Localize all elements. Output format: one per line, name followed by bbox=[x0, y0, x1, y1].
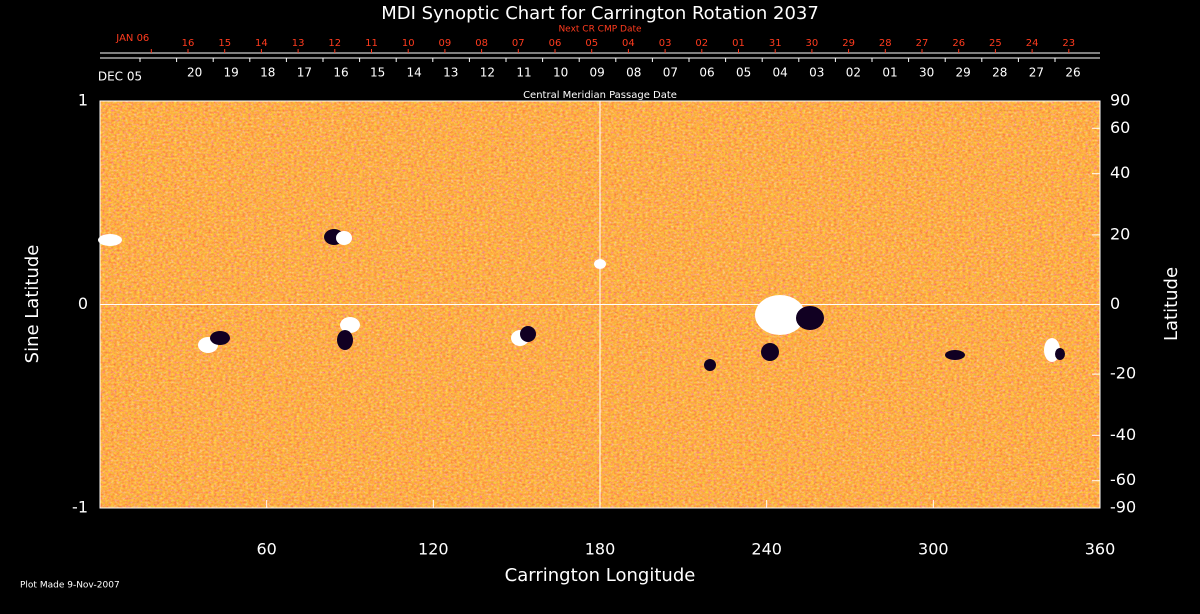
top-date-label: 26 bbox=[952, 38, 965, 49]
top-date-label: JAN 06 bbox=[115, 33, 149, 44]
date-label: 19 bbox=[224, 66, 239, 80]
date-label: 30 bbox=[919, 66, 934, 80]
y2-tick-label: -20 bbox=[1110, 364, 1136, 383]
x-tick-label: 60 bbox=[256, 540, 276, 559]
x-tick-label: 300 bbox=[918, 540, 949, 559]
date-label: 12 bbox=[480, 66, 495, 80]
date-label: 07 bbox=[663, 66, 678, 80]
top-date-label: 11 bbox=[365, 38, 378, 49]
top-date-label: 29 bbox=[842, 38, 855, 49]
y2-axis-title: Latitude bbox=[1161, 267, 1182, 341]
date-label: 11 bbox=[516, 66, 531, 80]
chart-title: MDI Synoptic Chart for Carrington Rotati… bbox=[381, 3, 819, 24]
date-axis-title: Central Meridian Passage Date bbox=[523, 90, 677, 101]
y2-tick-label: -60 bbox=[1110, 470, 1136, 489]
top-date-label: 05 bbox=[585, 38, 598, 49]
top-date-label: 08 bbox=[475, 38, 488, 49]
top-date-label: 07 bbox=[512, 38, 525, 49]
top-date-label: 15 bbox=[218, 38, 231, 49]
x-axis-title: Carrington Longitude bbox=[505, 565, 696, 586]
date-label: 18 bbox=[260, 66, 275, 80]
date-label: 16 bbox=[333, 66, 348, 80]
top-date-label: 24 bbox=[1026, 38, 1039, 49]
top-date-label: 01 bbox=[732, 38, 745, 49]
y2-tick-label: 40 bbox=[1110, 163, 1130, 182]
x-tick-label: 240 bbox=[751, 540, 782, 559]
date-label: 05 bbox=[736, 66, 751, 80]
date-label: 17 bbox=[297, 66, 312, 80]
y2-tick-label: 20 bbox=[1110, 224, 1130, 243]
date-label: 26 bbox=[1065, 66, 1080, 80]
top-date-label: 25 bbox=[989, 38, 1002, 49]
y2-tick-label: -40 bbox=[1110, 425, 1136, 444]
top-date-label: 10 bbox=[402, 38, 415, 49]
top-date-label: 27 bbox=[916, 38, 929, 49]
top-date-label: 16 bbox=[182, 38, 195, 49]
top-axis-title: Next CR CMP Date bbox=[558, 25, 642, 35]
top-date-label: 31 bbox=[769, 38, 782, 49]
y-tick-label: -1 bbox=[72, 498, 88, 517]
top-date-label: 28 bbox=[879, 38, 892, 49]
date-label: 27 bbox=[1029, 66, 1044, 80]
date-label: 04 bbox=[773, 66, 788, 80]
date-label: 29 bbox=[956, 66, 971, 80]
top-date-label: 13 bbox=[292, 38, 305, 49]
top-date-label: 04 bbox=[622, 38, 635, 49]
y2-tick-label: -90 bbox=[1110, 498, 1136, 517]
date-label: 10 bbox=[553, 66, 568, 80]
date-label: 15 bbox=[370, 66, 385, 80]
top-date-label: 14 bbox=[255, 38, 268, 49]
x-tick-label: 360 bbox=[1085, 540, 1116, 559]
y-tick-label: 1 bbox=[78, 91, 88, 110]
date-label: 02 bbox=[846, 66, 861, 80]
y2-tick-label: 90 bbox=[1110, 91, 1130, 110]
x-tick-label: 180 bbox=[585, 540, 616, 559]
top-date-label: 09 bbox=[439, 38, 452, 49]
date-label: 28 bbox=[992, 66, 1007, 80]
y-axis-title: Sine Latitude bbox=[22, 245, 43, 364]
top-date-label: 12 bbox=[328, 38, 341, 49]
date-label: 09 bbox=[590, 66, 605, 80]
date-label: 14 bbox=[407, 66, 422, 80]
y2-tick-label: 0 bbox=[1110, 294, 1120, 313]
top-date-label: 02 bbox=[695, 38, 708, 49]
y-tick-label: 0 bbox=[78, 294, 88, 313]
x-tick-label: 120 bbox=[418, 540, 449, 559]
y2-tick-label: 60 bbox=[1110, 118, 1130, 137]
date-label: DEC 05 bbox=[98, 70, 142, 84]
date-label: 13 bbox=[443, 66, 458, 80]
plot-note: Plot Made 9-Nov-2007 bbox=[20, 581, 120, 591]
date-label: 20 bbox=[187, 66, 202, 80]
top-date-label: 03 bbox=[659, 38, 672, 49]
date-label: 06 bbox=[699, 66, 714, 80]
date-label: 03 bbox=[809, 66, 824, 80]
top-date-label: 06 bbox=[549, 38, 562, 49]
top-date-label: 30 bbox=[806, 38, 819, 49]
top-date-label: 23 bbox=[1062, 38, 1075, 49]
date-label: 08 bbox=[626, 66, 641, 80]
date-label: 01 bbox=[882, 66, 897, 80]
